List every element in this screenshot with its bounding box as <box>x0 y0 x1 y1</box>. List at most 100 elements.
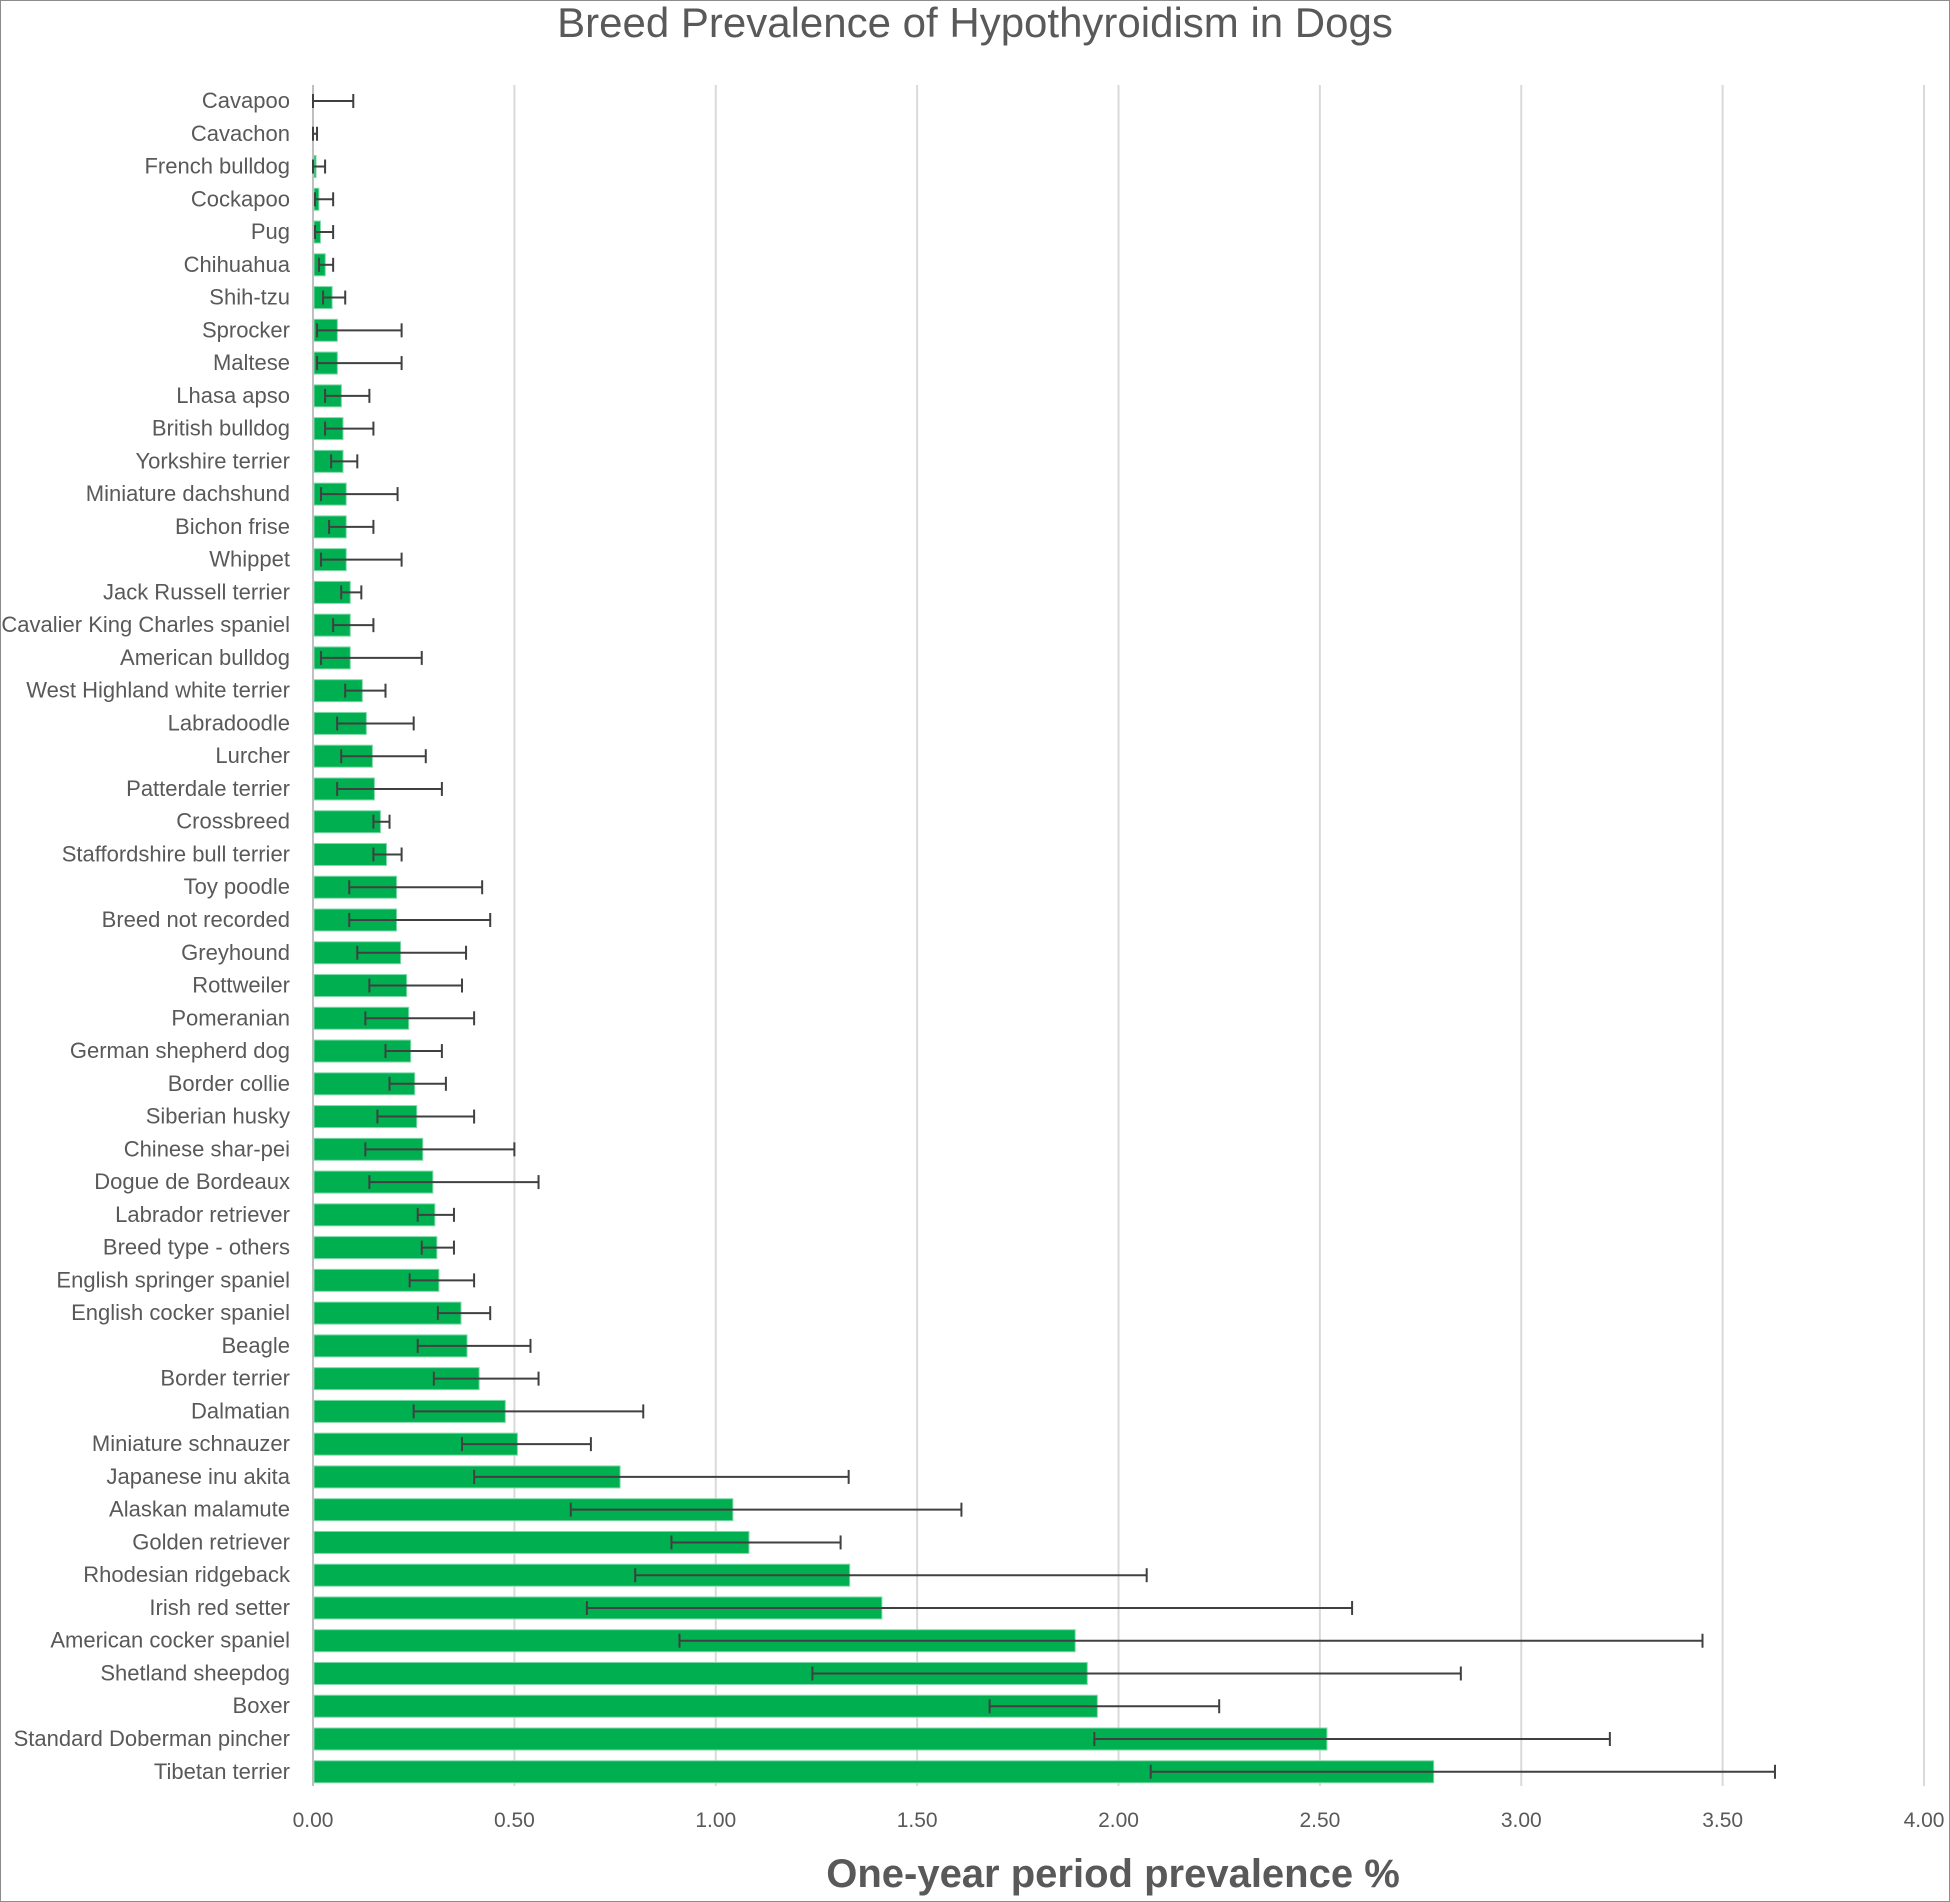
category-label: Greyhound <box>181 940 290 965</box>
category-label: Patterdale terrier <box>126 776 290 801</box>
category-label: Lhasa apso <box>176 383 290 408</box>
x-tick-label: 2.00 <box>1098 1809 1139 1832</box>
category-label: Miniature dachshund <box>86 481 290 506</box>
error-bar <box>336 781 443 796</box>
error-bar <box>312 159 327 174</box>
x-tick-label: 0.00 <box>293 1809 334 1832</box>
error-bar <box>420 1240 455 1255</box>
error-bar <box>316 323 403 338</box>
category-label: French bulldog <box>144 154 290 179</box>
category-label: Bichon frise <box>175 514 290 539</box>
category-label: Yorkshire terrier <box>136 448 290 473</box>
error-bar <box>432 1371 540 1386</box>
error-bar <box>324 421 375 436</box>
category-label: American bulldog <box>120 645 290 670</box>
error-bar <box>322 290 347 305</box>
category-label: Cavachon <box>191 121 290 146</box>
category-label: English springer spaniel <box>56 1267 290 1292</box>
category-labels: Cavapoo Cavachon French bulldog Cockapoo Pug… <box>1 88 291 1784</box>
error-bar <box>1093 1732 1611 1746</box>
error-bar <box>314 225 335 240</box>
category-label: Beagle <box>221 1333 290 1358</box>
error-bar <box>316 356 403 371</box>
x-tick-label: 4.00 <box>1904 1809 1945 1832</box>
category-label: Lurcher <box>215 743 290 768</box>
error-bar <box>312 126 319 141</box>
category-label: Labrador retriever <box>115 1202 290 1227</box>
category-label: Dalmatian <box>191 1398 290 1423</box>
error-bar <box>376 1109 476 1124</box>
category-label: Shih-tzu <box>209 285 290 310</box>
category-label: Labradoodle <box>168 710 290 735</box>
category-label: Standard Doberman pincher <box>14 1726 290 1751</box>
error-bar <box>344 683 387 698</box>
error-bar <box>340 749 427 764</box>
category-label: Cavalier King Charles spaniel <box>1 612 290 637</box>
x-axis-label: One-year period prevalence % <box>826 1852 1400 1896</box>
category-label: Crossbreed <box>176 809 290 834</box>
error-bar <box>348 913 492 927</box>
bar <box>313 1236 438 1260</box>
category-label: Chihuahua <box>184 252 291 277</box>
error-bar <box>384 1044 443 1059</box>
x-tick-labels: 0.00 0.50 1.00 1.50 2.00 2.50 3.00 3.50 4.00 <box>293 1809 1945 1832</box>
bar <box>313 1694 1098 1718</box>
error-bar <box>412 1404 645 1419</box>
category-label: Chinese shar-pei <box>124 1136 290 1161</box>
x-tick-label: 3.00 <box>1501 1809 1542 1832</box>
category-label: Boxer <box>233 1693 290 1718</box>
category-label: Golden retriever <box>132 1529 290 1554</box>
error-bar <box>473 1469 850 1484</box>
error-bar <box>320 650 423 665</box>
bar <box>313 1203 436 1227</box>
error-bar <box>634 1568 1148 1583</box>
category-label: Rhodesian ridgeback <box>83 1562 291 1587</box>
chart-title: Breed Prevalence of Hypothyroidism in Do… <box>557 0 1393 46</box>
category-label: Maltese <box>213 350 290 375</box>
category-label: American cocker spaniel <box>50 1628 290 1653</box>
error-bar <box>368 978 464 993</box>
category-label: Tibetan terrier <box>154 1759 290 1784</box>
category-label: Irish red setter <box>149 1595 290 1620</box>
gridlines <box>312 85 1925 1786</box>
category-label: Whippet <box>209 547 290 572</box>
error-bar <box>678 1633 1704 1648</box>
category-label: British bulldog <box>152 416 290 441</box>
error-bar <box>988 1699 1221 1714</box>
category-label: Siberian husky <box>146 1104 290 1129</box>
x-tick-label: 1.50 <box>897 1809 938 1832</box>
error-bar <box>461 1437 592 1452</box>
category-label: English cocker spaniel <box>71 1300 290 1325</box>
error-bar <box>330 454 359 469</box>
category-label: Cockapoo <box>191 186 290 211</box>
category-label: Dogue de Bordeaux <box>94 1169 290 1194</box>
error-bar <box>356 945 468 960</box>
error-bar <box>324 388 371 403</box>
error-bar <box>320 552 403 567</box>
category-label: Sprocker <box>202 317 290 342</box>
category-label: Alaskan malamute <box>109 1497 290 1522</box>
x-tick-label: 1.00 <box>695 1809 736 1832</box>
category-label: Staffordshire bull terrier <box>62 841 290 866</box>
category-label: Border collie <box>168 1071 290 1096</box>
error-bar <box>336 716 415 731</box>
category-label: Border terrier <box>160 1366 290 1391</box>
category-label: Miniature schnauzer <box>92 1431 290 1456</box>
category-label: Breed type - others <box>103 1235 290 1260</box>
bar <box>313 810 381 834</box>
x-tick-label: 3.50 <box>1702 1809 1743 1832</box>
error-bar <box>811 1666 1462 1681</box>
error-bar <box>585 1600 1354 1615</box>
category-label: Japanese inu akita <box>107 1464 291 1489</box>
error-bars <box>312 94 1776 1779</box>
error-bar <box>314 192 335 207</box>
category-label: Pug <box>251 219 290 244</box>
error-bar <box>328 519 375 534</box>
error-bar <box>372 814 391 829</box>
x-tick-label: 0.50 <box>494 1809 535 1832</box>
category-label: Rottweiler <box>192 973 290 998</box>
error-bar <box>388 1076 447 1091</box>
error-bar <box>364 1142 516 1157</box>
category-label: Breed not recorded <box>102 907 290 932</box>
error-bar <box>368 1175 540 1190</box>
